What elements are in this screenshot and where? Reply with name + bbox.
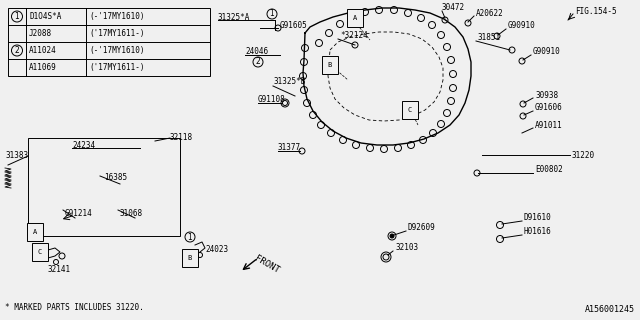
Text: E00802: E00802 xyxy=(535,165,563,174)
Text: D92609: D92609 xyxy=(408,223,436,233)
Text: C: C xyxy=(408,107,412,113)
Text: 24234: 24234 xyxy=(72,140,95,149)
Text: 24023: 24023 xyxy=(205,245,228,254)
Text: *32124: *32124 xyxy=(340,31,368,41)
Text: FIG.154-5: FIG.154-5 xyxy=(575,7,616,17)
Text: G91605: G91605 xyxy=(280,20,308,29)
Bar xyxy=(8,8,210,76)
Circle shape xyxy=(390,234,394,238)
Text: 32141: 32141 xyxy=(48,266,71,275)
Text: A11024: A11024 xyxy=(29,46,57,55)
Text: 31068: 31068 xyxy=(120,209,143,218)
Text: G90910: G90910 xyxy=(508,21,536,30)
Text: 31377: 31377 xyxy=(278,143,301,153)
Text: A: A xyxy=(33,229,37,235)
Text: G91606: G91606 xyxy=(535,103,563,113)
Text: G90910: G90910 xyxy=(533,47,561,57)
Text: 2: 2 xyxy=(15,46,19,55)
Bar xyxy=(28,138,180,236)
Text: (-'17MY1610): (-'17MY1610) xyxy=(89,46,145,55)
Text: 30938: 30938 xyxy=(535,91,558,100)
Text: A: A xyxy=(353,15,357,21)
Text: D91610: D91610 xyxy=(524,213,552,222)
Text: C: C xyxy=(38,249,42,255)
Text: ('17MY1611-): ('17MY1611-) xyxy=(89,29,145,38)
Text: A156001245: A156001245 xyxy=(585,306,635,315)
Text: A11069: A11069 xyxy=(29,63,57,72)
Text: (-'17MY1610): (-'17MY1610) xyxy=(89,12,145,21)
Text: 1: 1 xyxy=(15,12,19,21)
Text: FRONT: FRONT xyxy=(253,254,280,275)
Text: 32118: 32118 xyxy=(170,133,193,142)
Text: D1O4S*A: D1O4S*A xyxy=(29,12,61,21)
Text: ('17MY1611-): ('17MY1611-) xyxy=(89,63,145,72)
Text: A20622: A20622 xyxy=(476,9,504,18)
Text: 24046: 24046 xyxy=(245,47,268,57)
Text: 2: 2 xyxy=(255,58,260,67)
Text: J2088: J2088 xyxy=(29,29,52,38)
Text: A91011: A91011 xyxy=(535,121,563,130)
Text: 31220: 31220 xyxy=(572,150,595,159)
Text: 16385: 16385 xyxy=(104,173,127,182)
Text: B: B xyxy=(188,255,192,261)
Text: 30472: 30472 xyxy=(442,4,465,12)
Text: B: B xyxy=(328,62,332,68)
Text: 31325*B: 31325*B xyxy=(273,77,305,86)
Text: G91108: G91108 xyxy=(258,95,285,105)
Text: 1: 1 xyxy=(188,233,193,242)
Text: G91214: G91214 xyxy=(65,209,93,218)
Text: 31383: 31383 xyxy=(5,151,28,161)
Text: 1: 1 xyxy=(269,10,275,19)
Text: H01616: H01616 xyxy=(524,228,552,236)
Text: 32103: 32103 xyxy=(395,244,418,252)
Text: 31325*A: 31325*A xyxy=(218,12,250,21)
Text: 31851: 31851 xyxy=(478,34,501,43)
Text: * MARKED PARTS INCLUDES 31220.: * MARKED PARTS INCLUDES 31220. xyxy=(5,303,144,313)
